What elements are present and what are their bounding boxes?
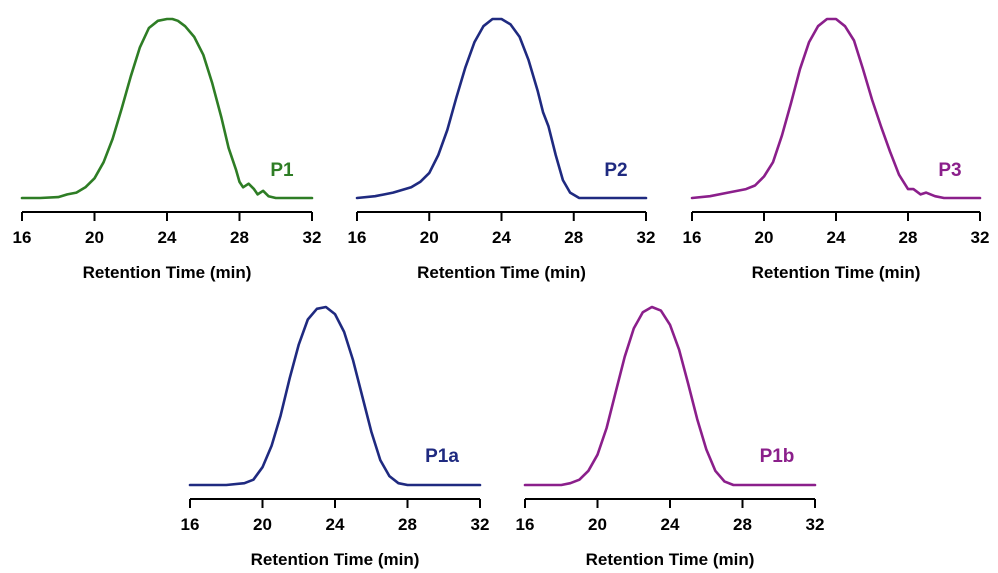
x-tick-label: 32 — [971, 228, 990, 247]
x-axis-title: Retention Time (min) — [586, 550, 755, 569]
x-tick-label: 28 — [899, 228, 918, 247]
x-tick-label: 20 — [420, 228, 439, 247]
x-tick-label: 24 — [492, 228, 511, 247]
x-tick-label: 24 — [661, 515, 680, 534]
x-tick-label: 24 — [326, 515, 345, 534]
x-tick-label: 28 — [230, 228, 249, 247]
x-axis-title: Retention Time (min) — [417, 263, 586, 282]
series-line-p1 — [20, 17, 314, 200]
chart-panel-p1b: P1b 16 20 24 28 32 Retention Time (min) — [516, 305, 825, 569]
series-line-p1a — [188, 305, 482, 487]
series-label: P1a — [425, 446, 459, 467]
x-axis-title: Retention Time (min) — [83, 263, 252, 282]
series-line-p3 — [690, 17, 982, 200]
x-tick-label: 32 — [471, 515, 490, 534]
chart-panel-p3: P3 16 20 24 28 32 Retention Time (min) — [683, 17, 990, 282]
x-tick-label: 24 — [158, 228, 177, 247]
x-tick-label: 20 — [588, 515, 607, 534]
x-tick-label: 20 — [253, 515, 272, 534]
x-tick-label: 32 — [637, 228, 656, 247]
series-label: P3 — [938, 160, 961, 181]
series-label: P1 — [270, 160, 294, 181]
x-tick-label: 32 — [806, 515, 825, 534]
x-tick-label: 16 — [516, 515, 535, 534]
chart-panel-p1a: P1a 16 20 24 28 32 Retention Time (min) — [181, 305, 490, 569]
x-tick-label: 28 — [564, 228, 583, 247]
x-tick-label: 16 — [181, 515, 200, 534]
x-tick-label: 16 — [348, 228, 367, 247]
x-tick-label: 16 — [683, 228, 702, 247]
series-label: P2 — [604, 160, 627, 181]
series-label: P1b — [760, 446, 795, 467]
x-axis-title: Retention Time (min) — [251, 550, 420, 569]
x-tick-label: 20 — [755, 228, 774, 247]
x-tick-label: 20 — [85, 228, 104, 247]
x-tick-label: 24 — [827, 228, 846, 247]
x-tick-label: 16 — [13, 228, 32, 247]
x-tick-label: 28 — [733, 515, 752, 534]
x-axis-title: Retention Time (min) — [752, 263, 921, 282]
chart-panel-p2: P2 16 20 24 28 32 Retention Time (min) — [348, 17, 656, 282]
series-line-p2 — [355, 17, 648, 200]
series-line-p1b — [523, 305, 817, 487]
chart-panel-p1: P1 16 20 24 28 32 Retention Time (min) — [13, 17, 322, 282]
x-tick-label: 32 — [303, 228, 322, 247]
x-tick-label: 28 — [398, 515, 417, 534]
